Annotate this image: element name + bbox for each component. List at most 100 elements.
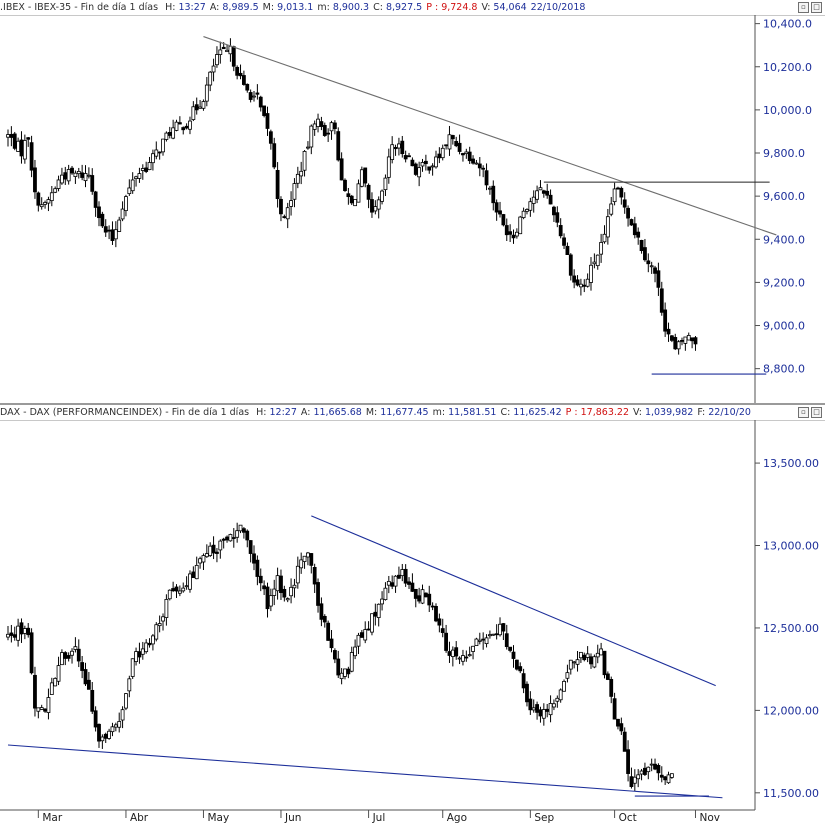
candle-body: [403, 155, 408, 160]
candle-body: [477, 163, 482, 169]
ibex-field-value: 13:27: [178, 2, 206, 13]
candle-body: [639, 239, 644, 252]
candle-body: [238, 72, 243, 77]
candle-body: [498, 623, 502, 636]
candle-body: [134, 651, 138, 662]
candle-body: [407, 155, 411, 158]
candle-body: [616, 187, 620, 190]
candle-body: [134, 176, 138, 179]
candle-body: [359, 169, 364, 187]
candle-body: [151, 153, 155, 164]
candle-body: [363, 167, 368, 184]
candle-body: [366, 628, 371, 631]
candle-body: [572, 661, 577, 664]
candle-body: [417, 595, 422, 602]
candle-body: [592, 656, 597, 668]
candle-body: [258, 575, 263, 584]
candle-body: [464, 656, 469, 659]
candle-body: [36, 192, 41, 206]
candle-body: [494, 633, 499, 636]
ibex-chart-svg[interactable]: 10,400.0 10,200.0 10,000.0 9,800.0 9,600.0 9,…: [0, 15, 825, 403]
candle-body: [629, 219, 634, 226]
candle-body: [312, 566, 317, 585]
candle-body: [525, 683, 529, 703]
x-tick-label: Abr: [130, 812, 149, 824]
candle-body: [252, 553, 256, 564]
candle-body: [413, 163, 418, 175]
candle-body: [181, 587, 186, 592]
candle-body: [622, 199, 627, 208]
candle-body: [558, 689, 563, 701]
candle-body: [110, 726, 115, 733]
candle-body: [184, 125, 189, 129]
ibex-field-label: M:: [262, 2, 278, 13]
candle-body: [191, 571, 196, 579]
candle-body: [612, 188, 617, 203]
y-tick-label: 12,500.00: [763, 622, 819, 635]
candle-body: [83, 669, 88, 685]
candle-body: [400, 140, 405, 155]
candle-body: [225, 536, 229, 541]
candle-body: [39, 204, 44, 208]
candle-body: [481, 638, 486, 641]
candle-body: [12, 133, 17, 149]
candle-body: [292, 183, 297, 200]
candle-body: [359, 632, 364, 638]
candle-body: [90, 175, 95, 192]
candle-body: [218, 49, 223, 55]
candle-body: [501, 214, 506, 226]
candle-body: [343, 668, 347, 677]
candle-body: [154, 624, 159, 640]
candle-body: [262, 585, 267, 590]
candle-body: [46, 199, 51, 204]
candle-body: [319, 603, 324, 620]
candle-body: [167, 589, 172, 600]
candle-body: [204, 553, 209, 558]
candle-body: [612, 698, 617, 720]
candle-body: [454, 141, 459, 147]
candle-body: [279, 198, 283, 215]
dax-chart-svg[interactable]: 13,500.00 13,000.00 12,500.00 12,000.00 11,5…: [0, 420, 825, 829]
candle-body: [76, 171, 81, 175]
ibex-field-value: 8,900.3: [332, 2, 370, 13]
candle-body: [659, 288, 664, 313]
candle-body: [511, 234, 516, 239]
candle-body: [632, 223, 637, 236]
candle-body: [60, 174, 64, 184]
candle-body: [147, 162, 152, 171]
pane-divider[interactable]: [0, 403, 825, 405]
candle-body: [407, 581, 411, 585]
candle-body: [380, 598, 384, 605]
maximize-window-icon[interactable]: □: [811, 407, 822, 418]
candle-body: [430, 605, 435, 608]
candle-body: [211, 544, 216, 554]
restore-window-icon[interactable]: ▫: [798, 407, 809, 418]
ibex-field-label: H:: [165, 2, 179, 13]
dax-header-fields: H: 12:27 A: 11,665.68 M: 11,677.45 m: 11,58…: [256, 407, 755, 418]
candle-body: [538, 187, 543, 191]
candle-body: [137, 651, 142, 658]
candle-body: [124, 693, 128, 709]
candle-body: [248, 92, 253, 100]
y-tick-label: 10,200.0: [763, 61, 812, 74]
candle-body: [43, 202, 47, 205]
candle-body: [130, 179, 135, 192]
candle-body: [198, 558, 202, 564]
candle-body: [413, 588, 418, 599]
candle-body: [161, 616, 165, 622]
candle-body: [211, 65, 216, 73]
candle-body: [366, 184, 371, 200]
candle-body: [582, 654, 587, 661]
candle-body: [410, 159, 415, 167]
candle-body: [93, 191, 98, 208]
maximize-window-icon[interactable]: □: [811, 2, 822, 13]
candle-body: [107, 730, 111, 739]
restore-window-icon[interactable]: ▫: [798, 2, 809, 13]
dax-field-value: 11,677.45: [380, 407, 429, 418]
candle-body: [514, 231, 519, 237]
ibex-field-0: H: 13:27: [165, 2, 206, 13]
candle-body: [602, 650, 607, 676]
candle-body: [339, 158, 344, 181]
dax-field-label: A:: [300, 407, 314, 418]
candle-body: [100, 736, 105, 742]
